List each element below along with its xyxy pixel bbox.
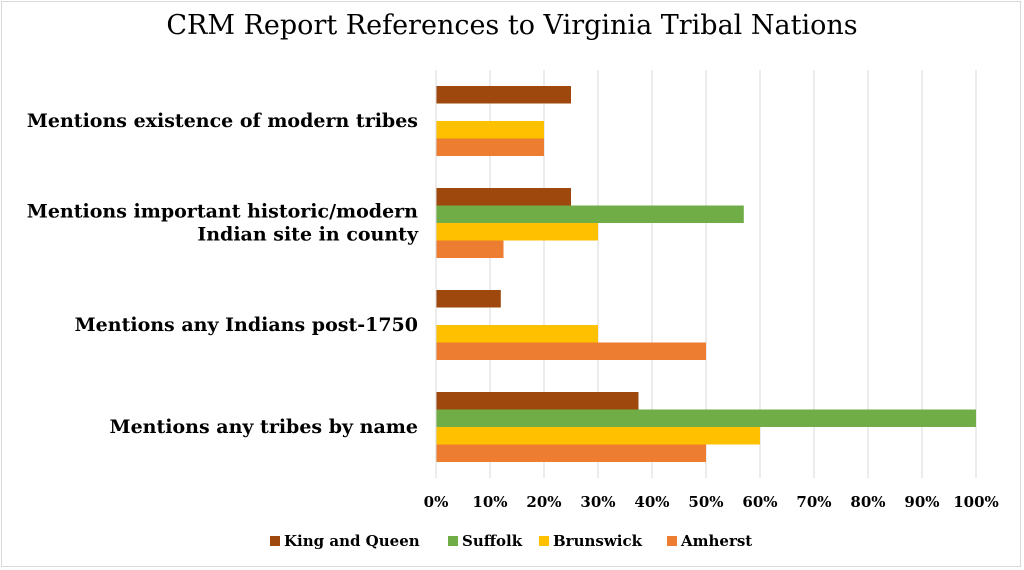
bar (436, 223, 598, 241)
legend-label: King and Queen (284, 532, 420, 550)
chart-title: CRM Report References to Virginia Tribal… (166, 10, 858, 41)
bar (436, 121, 544, 139)
legend-swatch (667, 536, 677, 546)
bar (436, 138, 544, 156)
bar (436, 392, 639, 410)
x-tick-label: 10% (472, 493, 507, 511)
bar (436, 86, 571, 104)
category-label: Mentions any Indians post-1750 (75, 314, 418, 336)
bar (436, 205, 744, 223)
legend-swatch (539, 536, 549, 546)
bar (436, 240, 504, 258)
bar (436, 444, 706, 462)
legend-swatch (448, 536, 458, 546)
bar (436, 290, 501, 308)
x-tick-label: 0% (424, 493, 449, 511)
bar (436, 427, 760, 445)
x-tick-label: 30% (580, 493, 615, 511)
x-tick-label: 40% (634, 493, 669, 511)
bar (436, 325, 598, 343)
legend-swatch (270, 536, 280, 546)
bar (436, 409, 976, 427)
legend-label: Suffolk (462, 532, 523, 550)
legend-label: Brunswick (553, 532, 643, 550)
category-label: Indian site in county (197, 224, 419, 246)
x-tick-label: 60% (742, 493, 777, 511)
x-tick-label: 100% (953, 493, 999, 511)
bar (436, 342, 706, 360)
category-label: Mentions important historic/modern (27, 201, 418, 223)
x-tick-label: 90% (904, 493, 939, 511)
x-tick-label: 80% (850, 493, 885, 511)
x-tick-label: 50% (688, 493, 723, 511)
category-label: Mentions existence of modern tribes (27, 110, 418, 132)
bar (436, 188, 571, 206)
x-tick-label: 20% (526, 493, 561, 511)
category-label: Mentions any tribes by name (110, 416, 418, 438)
legend-label: Amherst (680, 532, 752, 550)
x-tick-label: 70% (796, 493, 831, 511)
